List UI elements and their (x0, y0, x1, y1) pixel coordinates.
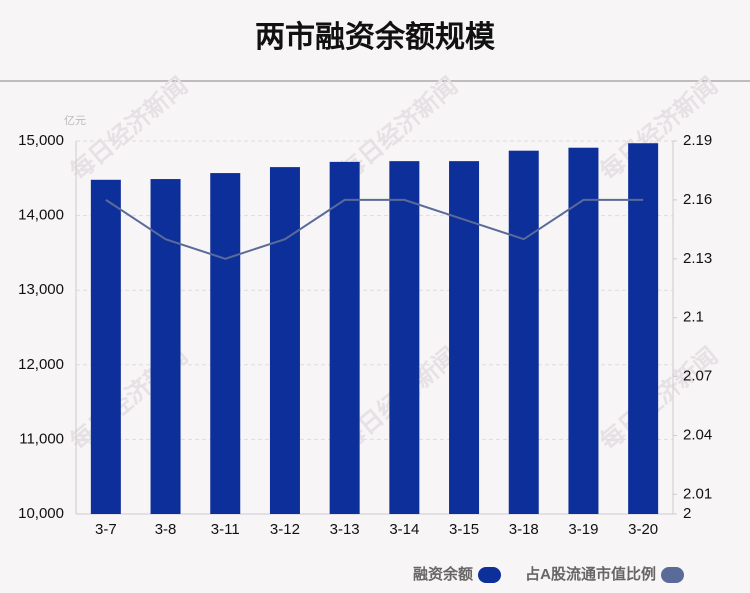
bar (269, 167, 300, 515)
y2-tick-label: 2.13 (683, 250, 712, 267)
y2-tick-label: 2.04 (683, 426, 712, 443)
legend-swatch (661, 567, 684, 583)
y2-tick-label: 2.07 (683, 368, 712, 385)
bar (389, 161, 420, 514)
y-tick-label: 11,000 (19, 430, 64, 447)
y-tick-label: 14,000 (18, 207, 64, 224)
bar (628, 143, 659, 514)
bar (150, 179, 181, 514)
y-tick-label: 10,000 (18, 505, 64, 522)
y-tick-label: 15,000 (18, 132, 64, 149)
y2-tick-label: 2.19 (683, 132, 712, 149)
x-tick-label: 3-11 (211, 521, 240, 538)
y-unit-label: 亿元 (64, 114, 86, 127)
chart-title: 两市融资余额规模 (255, 20, 495, 54)
x-tick-label: 3-14 (389, 521, 419, 538)
x-tick-label: 3-15 (449, 521, 479, 538)
y-tick-label: 12,000 (18, 356, 64, 373)
bar (90, 179, 121, 515)
bar (449, 161, 480, 514)
x-tick-label: 3-12 (270, 521, 300, 538)
legend-label: 占A股流通市值比例 (525, 565, 656, 583)
legend-label: 融资余额 (413, 565, 473, 583)
bar (210, 173, 241, 514)
x-tick-label: 3-7 (95, 521, 117, 538)
y-tick-label: 13,000 (18, 281, 64, 298)
line (105, 198, 644, 260)
y2-tick-label: 2 (683, 505, 691, 522)
bar (329, 161, 360, 514)
y2-tick-label: 2.16 (683, 191, 712, 208)
bar (568, 147, 599, 515)
x-tick-label: 3-19 (568, 521, 598, 538)
legend-swatch (478, 567, 501, 583)
bar (508, 150, 539, 514)
x-tick-label: 3-13 (330, 521, 360, 538)
x-tick-label: 3-20 (628, 521, 658, 538)
x-tick-label: 3-8 (155, 521, 177, 538)
y2-tick-label: 2.01 (683, 485, 712, 502)
x-tick-label: 3-18 (509, 521, 539, 538)
y2-tick-label: 2.1 (683, 309, 704, 326)
